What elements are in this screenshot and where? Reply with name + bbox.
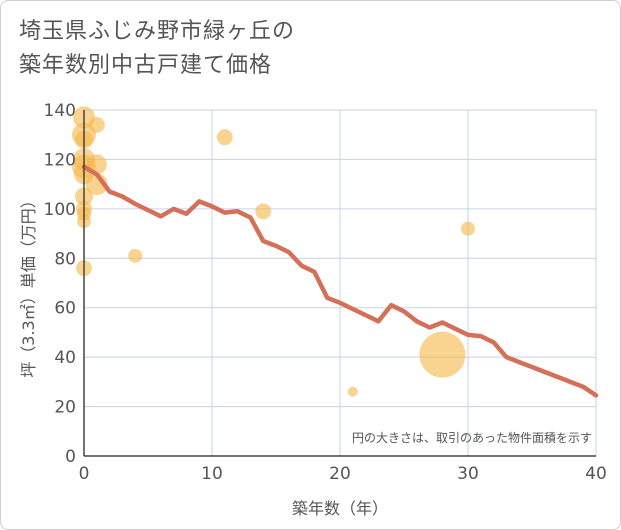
x-tick-label-1: 10	[201, 464, 223, 484]
bubble-point-19	[461, 221, 475, 236]
axes: 0 20 40 60 80 100 120 140 0 10 20 30 40	[44, 101, 607, 484]
trend-line	[81, 164, 599, 398]
y-tick-label-3: 60	[54, 299, 76, 319]
y-tick-label-2: 40	[54, 348, 76, 368]
bubble-point-15	[216, 129, 233, 146]
bubble-point-14	[128, 248, 143, 263]
chart-title-line-2: 築年数別中古戸建て価格	[19, 53, 273, 78]
y-tick-label-7: 140	[44, 101, 76, 121]
x-tick-label-0: 0	[79, 464, 90, 484]
x-tick-label-2: 20	[329, 464, 351, 484]
grid	[83, 109, 597, 457]
bubble-point-16	[255, 203, 272, 220]
y-tick-label-5: 100	[44, 200, 76, 220]
y-axis-label: 坪（3.3㎡）単価（万円）	[19, 192, 38, 377]
size-note: 円の大きさは、取引のあった物件面積を示す	[352, 430, 592, 445]
trend	[81, 164, 599, 398]
y-tick-label-0: 0	[65, 447, 76, 467]
chart-title-line-1: 埼玉県ふじみ野市緑ヶ丘の	[19, 19, 296, 44]
bubble-point-11	[88, 116, 105, 133]
bubble-point-17	[347, 386, 358, 397]
x-tick-label-3: 30	[457, 464, 479, 484]
y-tick-label-1: 20	[54, 398, 76, 418]
bubble-point-18	[419, 331, 466, 378]
chart-title: 埼玉県ふじみ野市緑ヶ丘の 築年数別中古戸建て価格	[19, 15, 295, 83]
y-tick-label-6: 120	[44, 150, 76, 170]
x-axis-label: 築年数（年）	[292, 499, 388, 518]
x-tick-label-4: 40	[585, 464, 607, 484]
bubbles	[72, 106, 475, 397]
y-tick-label-4: 80	[54, 249, 76, 269]
